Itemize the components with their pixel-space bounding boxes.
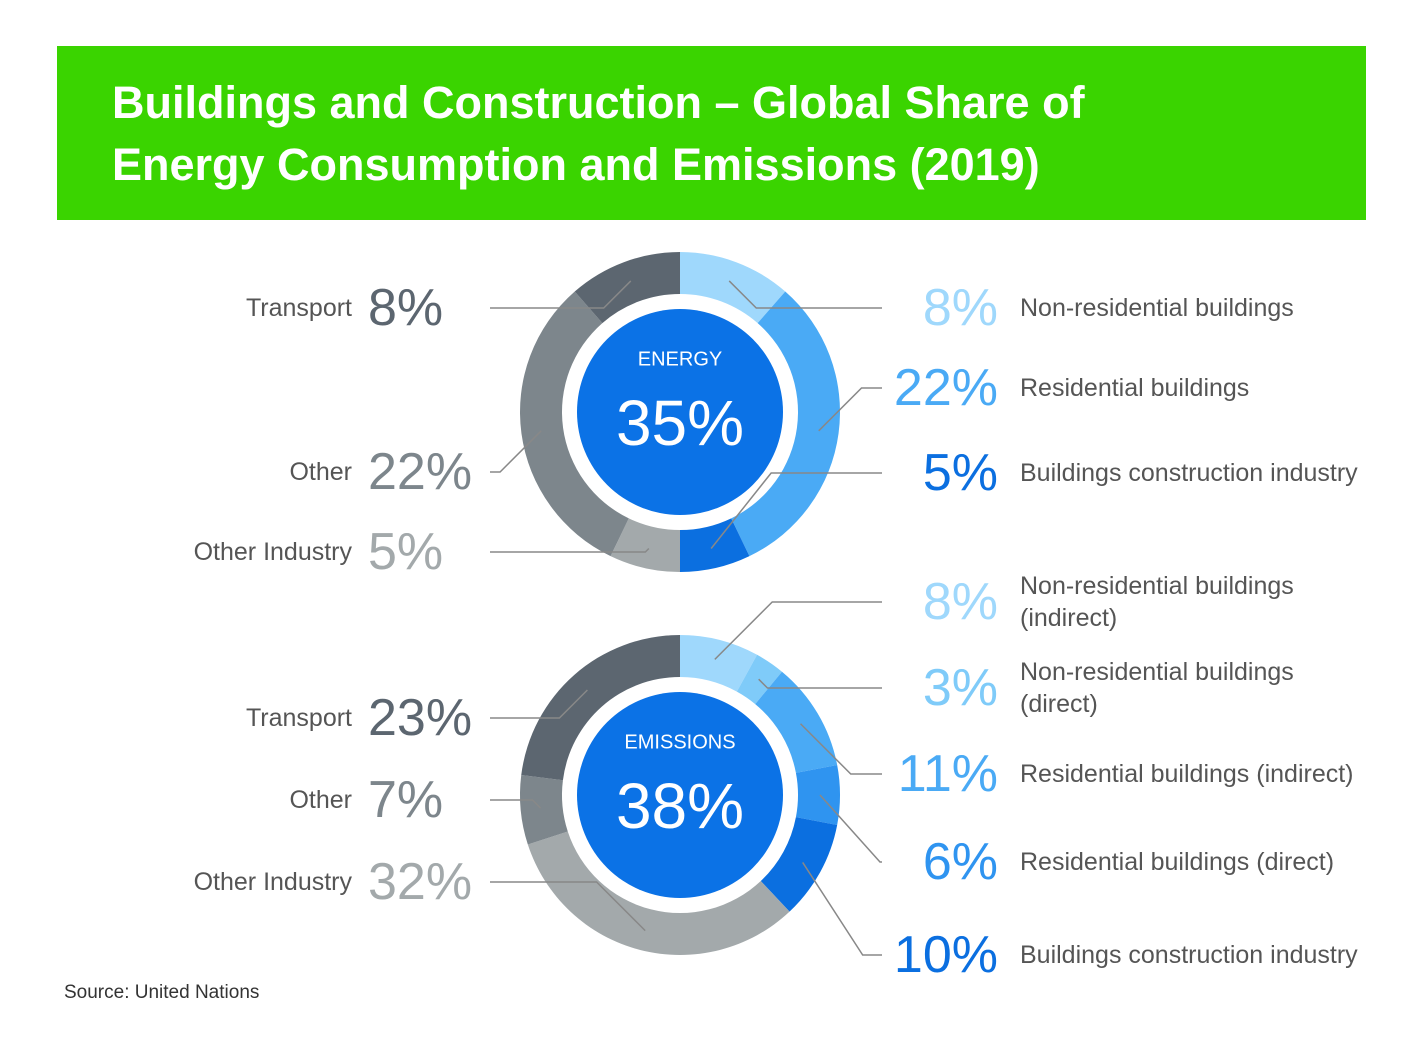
leader-line xyxy=(714,601,882,660)
category-label: Other Industry xyxy=(193,868,352,896)
title-band xyxy=(57,46,1366,220)
leader-line xyxy=(490,280,632,309)
leader-line xyxy=(490,881,646,932)
center-circle xyxy=(577,309,783,515)
value-label: 11% xyxy=(897,745,998,803)
donut-segment xyxy=(731,291,840,557)
value-label: 8% xyxy=(922,279,998,337)
leader-line xyxy=(802,862,882,956)
value-label: 8% xyxy=(368,279,444,337)
value-label: 3% xyxy=(922,659,998,717)
center-value: 35% xyxy=(616,387,744,459)
donut-segment xyxy=(521,635,680,781)
category-label: Non-residential buildings (indirect) xyxy=(1020,572,1294,632)
leader-line xyxy=(490,547,650,553)
category-label: Residential buildings (direct) xyxy=(1020,848,1335,876)
value-label: 22% xyxy=(893,359,998,417)
value-label: 32% xyxy=(368,853,473,911)
donut-segment xyxy=(520,774,568,845)
value-label: 5% xyxy=(368,523,444,581)
category-label: Residential buildings xyxy=(1020,374,1250,402)
category-label: Other xyxy=(289,458,352,486)
category-label: Buildings construction industry xyxy=(1020,459,1358,487)
donut-segment xyxy=(610,518,680,572)
value-label: 10% xyxy=(893,926,998,984)
category-label: Other xyxy=(289,786,352,814)
category-label: Buildings construction industry xyxy=(1020,941,1358,969)
value-label: 8% xyxy=(922,573,998,631)
center-circle xyxy=(577,692,783,898)
leader-line xyxy=(490,799,542,809)
source: Source: United Nations xyxy=(64,982,260,1003)
category-label: Transport xyxy=(245,704,352,732)
value-label: 22% xyxy=(368,443,473,501)
center-label: ENERGY xyxy=(638,348,722,370)
title: Buildings and Construction – Global Shar… xyxy=(112,77,1085,190)
leader-line xyxy=(819,794,882,863)
value-label: 6% xyxy=(922,833,998,891)
value-label: 23% xyxy=(368,689,473,747)
leader-line xyxy=(728,280,882,309)
leader-line xyxy=(758,678,882,689)
value-label: 5% xyxy=(922,444,998,502)
center-value: 38% xyxy=(616,770,744,842)
category-label: Residential buildings (indirect) xyxy=(1020,760,1354,788)
donut-segment xyxy=(755,671,838,773)
leader-line xyxy=(818,387,882,432)
leader-line xyxy=(490,430,542,473)
category-label: Transport xyxy=(245,294,352,322)
donut-segment xyxy=(760,817,838,912)
donut-segment xyxy=(574,252,680,324)
leader-line xyxy=(710,472,882,549)
donut-segment xyxy=(680,635,758,692)
donut-segment xyxy=(680,252,786,324)
donut-segment xyxy=(520,291,629,557)
value-label: 7% xyxy=(368,771,444,829)
category-label: Non-residential buildings (direct) xyxy=(1020,658,1294,718)
leader-line xyxy=(490,689,588,719)
donut-segment xyxy=(527,831,790,956)
leader-line xyxy=(799,723,882,775)
category-label: Non-residential buildings xyxy=(1020,294,1294,322)
donut-segment xyxy=(795,765,840,825)
center-label: EMISSIONS xyxy=(624,731,735,753)
category-label: Other Industry xyxy=(193,538,352,566)
